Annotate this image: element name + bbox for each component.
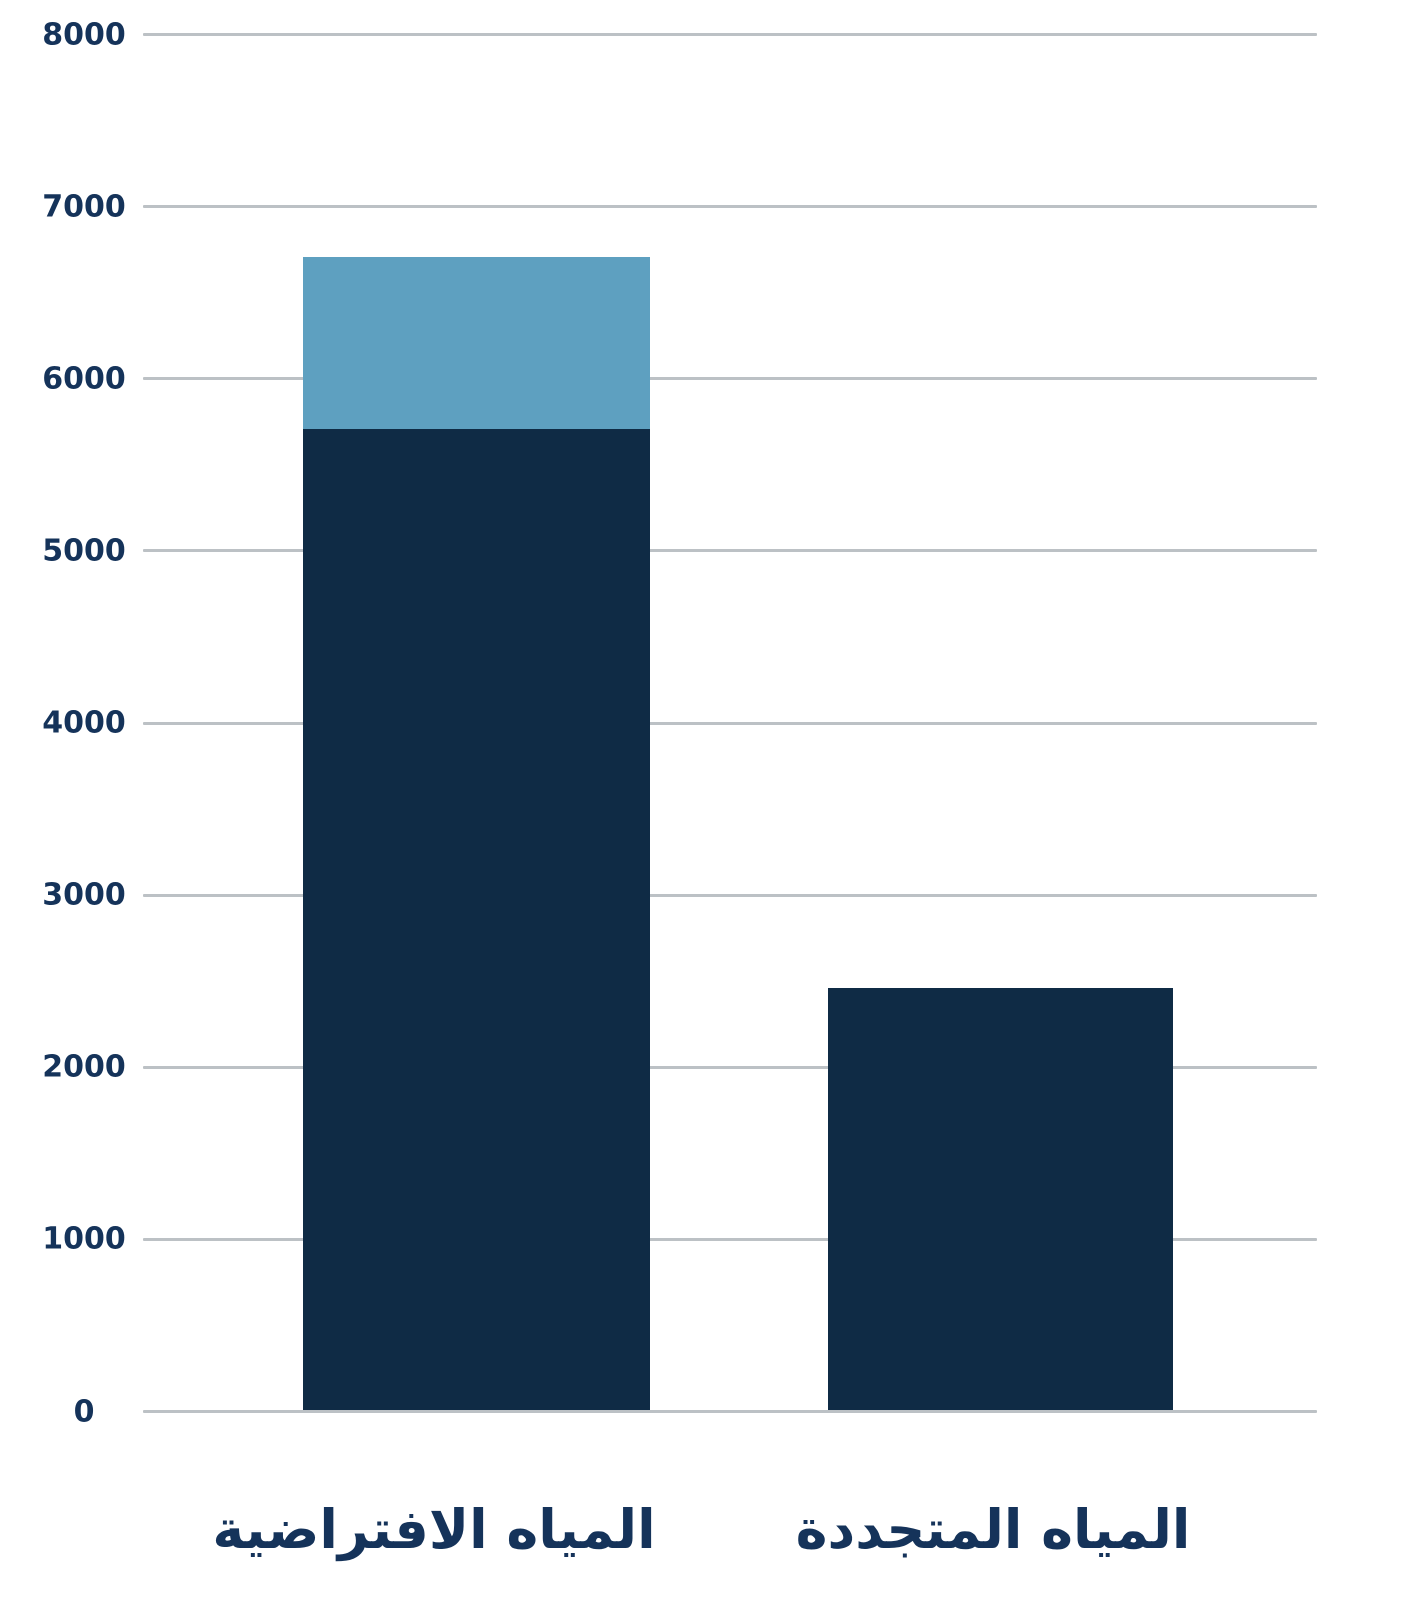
gridline-6000 [143, 377, 1317, 381]
segment-dark-navy [828, 988, 1173, 1410]
y-tick-label-2000: 2000 [42, 1049, 126, 1085]
gridline-7000 [143, 205, 1317, 209]
y-tick-label-3000: 3000 [42, 877, 126, 913]
gridline-1000 [143, 1237, 1317, 1241]
y-tick-label-1000: 1000 [42, 1221, 126, 1257]
y-tick-label-8000: 8000 [42, 17, 126, 52]
gridline-3000 [143, 893, 1317, 897]
gridline-5000 [143, 549, 1317, 553]
segment-light-blue [303, 256, 650, 429]
gridline-2000 [143, 1065, 1317, 1069]
gridline-0 [143, 1410, 1317, 1413]
x-label-virtual-water: المياه الافتراضية [212, 1498, 656, 1561]
y-tick-label-6000: 6000 [42, 361, 126, 397]
y-tick-label-4000: 4000 [42, 705, 126, 741]
gridline-8000 [143, 33, 1317, 36]
bar-renewable-water [828, 988, 1173, 1410]
segment-dark-navy [303, 428, 650, 1410]
plot-area: 0 1000 2000 3000 4000 5000 6000 7000 8000 [42, 17, 1317, 1429]
x-axis-labels: المياه الافتراضية المياه المتجددة [0, 1470, 1423, 1600]
y-tick-label-5000: 5000 [42, 533, 126, 569]
y-tick-label-7000: 7000 [42, 189, 126, 225]
y-tick-label-0: 0 [73, 1394, 95, 1429]
x-label-renewable-water: المياه المتجددة [795, 1498, 1191, 1561]
gridline-4000 [143, 721, 1317, 725]
bar-virtual-water [303, 256, 650, 1410]
